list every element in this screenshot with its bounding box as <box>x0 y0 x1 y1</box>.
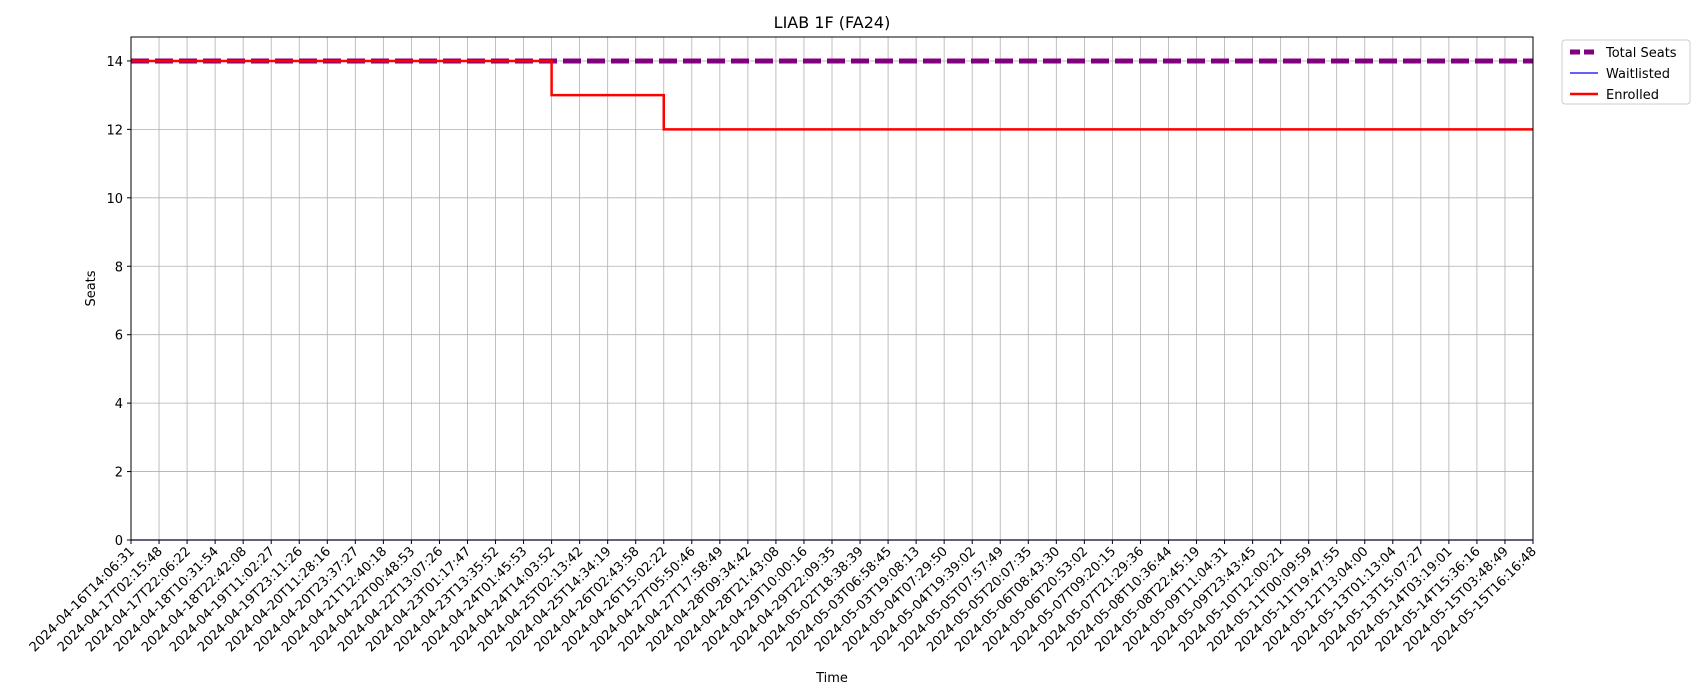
legend-box <box>1561 39 1691 105</box>
y-tick-label: 0 <box>115 534 123 549</box>
y-tick-label: 10 <box>106 192 123 207</box>
y-tick-label: 2 <box>115 466 123 481</box>
y-tick-label: 14 <box>106 55 123 70</box>
grid <box>130 37 1534 541</box>
legend: Total Seats Waitlisted Enrolled <box>1561 39 1691 105</box>
y-ticks: 0 2 4 6 8 10 12 14 <box>106 55 131 549</box>
legend-label: Total Seats <box>1605 46 1677 61</box>
y-tick-label: 4 <box>115 397 123 412</box>
y-axis-label: Seats <box>84 270 99 306</box>
chart-title: LIAB 1F (FA24) <box>774 13 891 32</box>
legend-label: Enrolled <box>1606 88 1659 103</box>
x-axis-label: Time <box>815 671 848 686</box>
x-ticks: 2024-04-16T14:06:312024-04-17T02:15:4820… <box>27 540 1540 655</box>
series-enrolled-line <box>131 59 1533 131</box>
y-tick-label: 8 <box>115 260 123 275</box>
y-tick-label: 12 <box>106 123 123 138</box>
legend-label: Waitlisted <box>1606 67 1670 82</box>
y-tick-label: 6 <box>115 329 123 344</box>
